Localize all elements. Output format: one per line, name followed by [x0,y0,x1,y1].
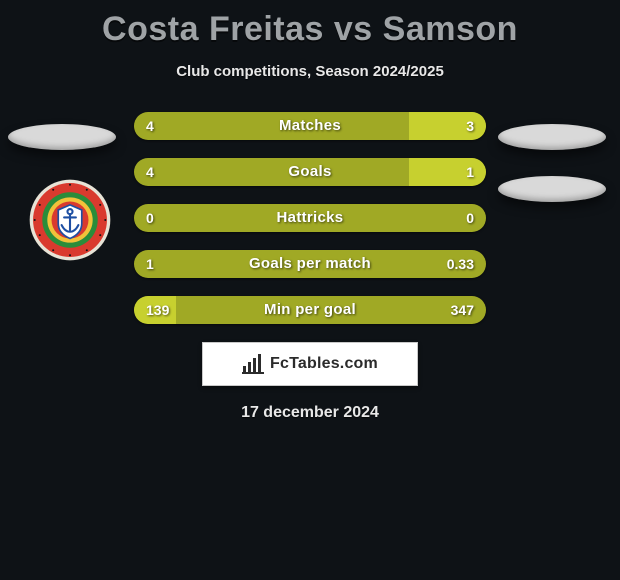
stat-label: Goals per match [134,250,486,278]
stat-bar: 139347Min per goal [134,296,486,324]
brand-watermark: FcTables.com [202,342,418,386]
stat-label: Goals [134,158,486,186]
stat-bar: 00Hattricks [134,204,486,232]
brand-chart-icon [242,354,264,374]
stat-label: Matches [134,112,486,140]
comparison-stage: 43Matches 41Goals 00Hattricks 10.33Goals pe… [0,112,620,324]
right-player-placeholder-1 [498,124,606,150]
left-club-badge-icon [28,178,112,262]
stat-bar: 43Matches [134,112,486,140]
page-subtitle: Club competitions, Season 2024/2025 [0,63,620,80]
stat-label: Min per goal [134,296,486,324]
left-player-placeholder [8,124,116,150]
stat-bar: 41Goals [134,158,486,186]
stat-label: Hattricks [134,204,486,232]
page-title: Costa Freitas vs Samson [0,0,620,49]
brand-text: FcTables.com [270,355,378,373]
stat-bars: 43Matches 41Goals 00Hattricks 10.33Goals pe… [134,112,486,324]
stat-bar: 10.33Goals per match [134,250,486,278]
right-player-placeholder-2 [498,176,606,202]
snapshot-date: 17 december 2024 [0,404,620,422]
